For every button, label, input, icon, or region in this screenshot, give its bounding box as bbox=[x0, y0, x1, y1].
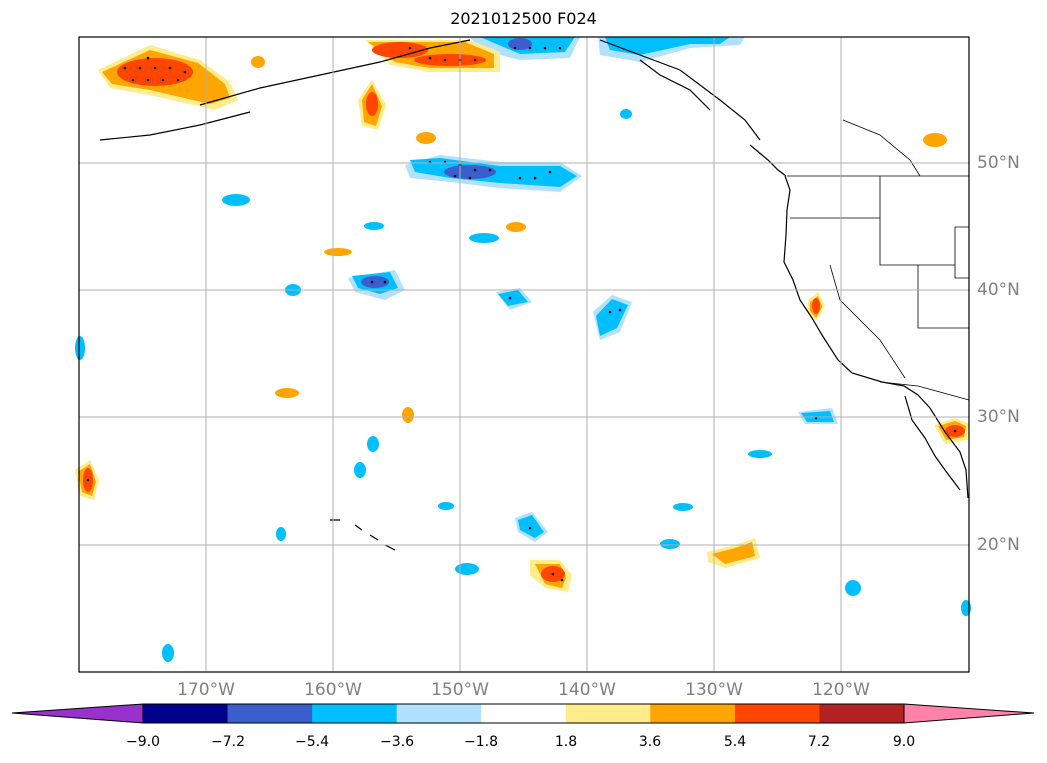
gridlines bbox=[79, 37, 969, 672]
lon-label: 150°W bbox=[431, 680, 489, 700]
colorbar-right-extend bbox=[903, 703, 1035, 724]
lat-label: 50°N bbox=[977, 153, 1020, 173]
colorbar-segment bbox=[819, 704, 905, 723]
negative-anomaly-contours bbox=[75, 37, 971, 662]
lat-label: 20°N bbox=[977, 535, 1020, 555]
colorbar-tick: 9.0 bbox=[892, 734, 916, 750]
colorbar-tick: 1.8 bbox=[554, 734, 578, 750]
lat-label: 30°N bbox=[977, 407, 1020, 427]
map-panel bbox=[75, 36, 971, 673]
colorbar-segment bbox=[904, 704, 1034, 723]
colorbar-tick: 7.2 bbox=[807, 734, 831, 750]
lat-label: 40°N bbox=[977, 280, 1020, 300]
map-frame bbox=[78, 36, 970, 673]
lon-label: 140°W bbox=[558, 680, 616, 700]
colorbar-tick: −5.4 bbox=[295, 734, 329, 750]
colorbar-tick: −9.0 bbox=[126, 734, 160, 750]
colorbar-tick: −1.8 bbox=[464, 734, 498, 750]
political-borders bbox=[787, 119, 970, 401]
colorbar-segment bbox=[650, 704, 736, 723]
colorbar-tick: −3.6 bbox=[380, 734, 414, 750]
colorbar-segment bbox=[143, 704, 229, 723]
colorbar-segment bbox=[396, 704, 482, 723]
colorbar-segment bbox=[734, 704, 820, 723]
colorbar-tick: −7.2 bbox=[211, 734, 245, 750]
colorbar-tick: 3.6 bbox=[638, 734, 662, 750]
colorbar-frame bbox=[142, 703, 905, 724]
colorbar-left-extend bbox=[11, 703, 144, 724]
colorbar-segment bbox=[565, 704, 651, 723]
significance-stippling bbox=[86, 46, 957, 582]
lon-label: 170°W bbox=[177, 680, 235, 700]
positive-anomaly-contours bbox=[75, 40, 970, 592]
colorbar-tick: 5.4 bbox=[723, 734, 747, 750]
colorbar-segment bbox=[12, 704, 143, 723]
lon-label: 160°W bbox=[304, 680, 362, 700]
map-title: 2021012500 F024 bbox=[450, 9, 597, 28]
lon-label: 130°W bbox=[685, 680, 743, 700]
colorbar-segment bbox=[227, 704, 313, 723]
colorbar-segment bbox=[312, 704, 398, 723]
lon-label: 120°W bbox=[812, 680, 870, 700]
colorbar-segment bbox=[481, 704, 567, 723]
coastlines bbox=[99, 39, 969, 551]
